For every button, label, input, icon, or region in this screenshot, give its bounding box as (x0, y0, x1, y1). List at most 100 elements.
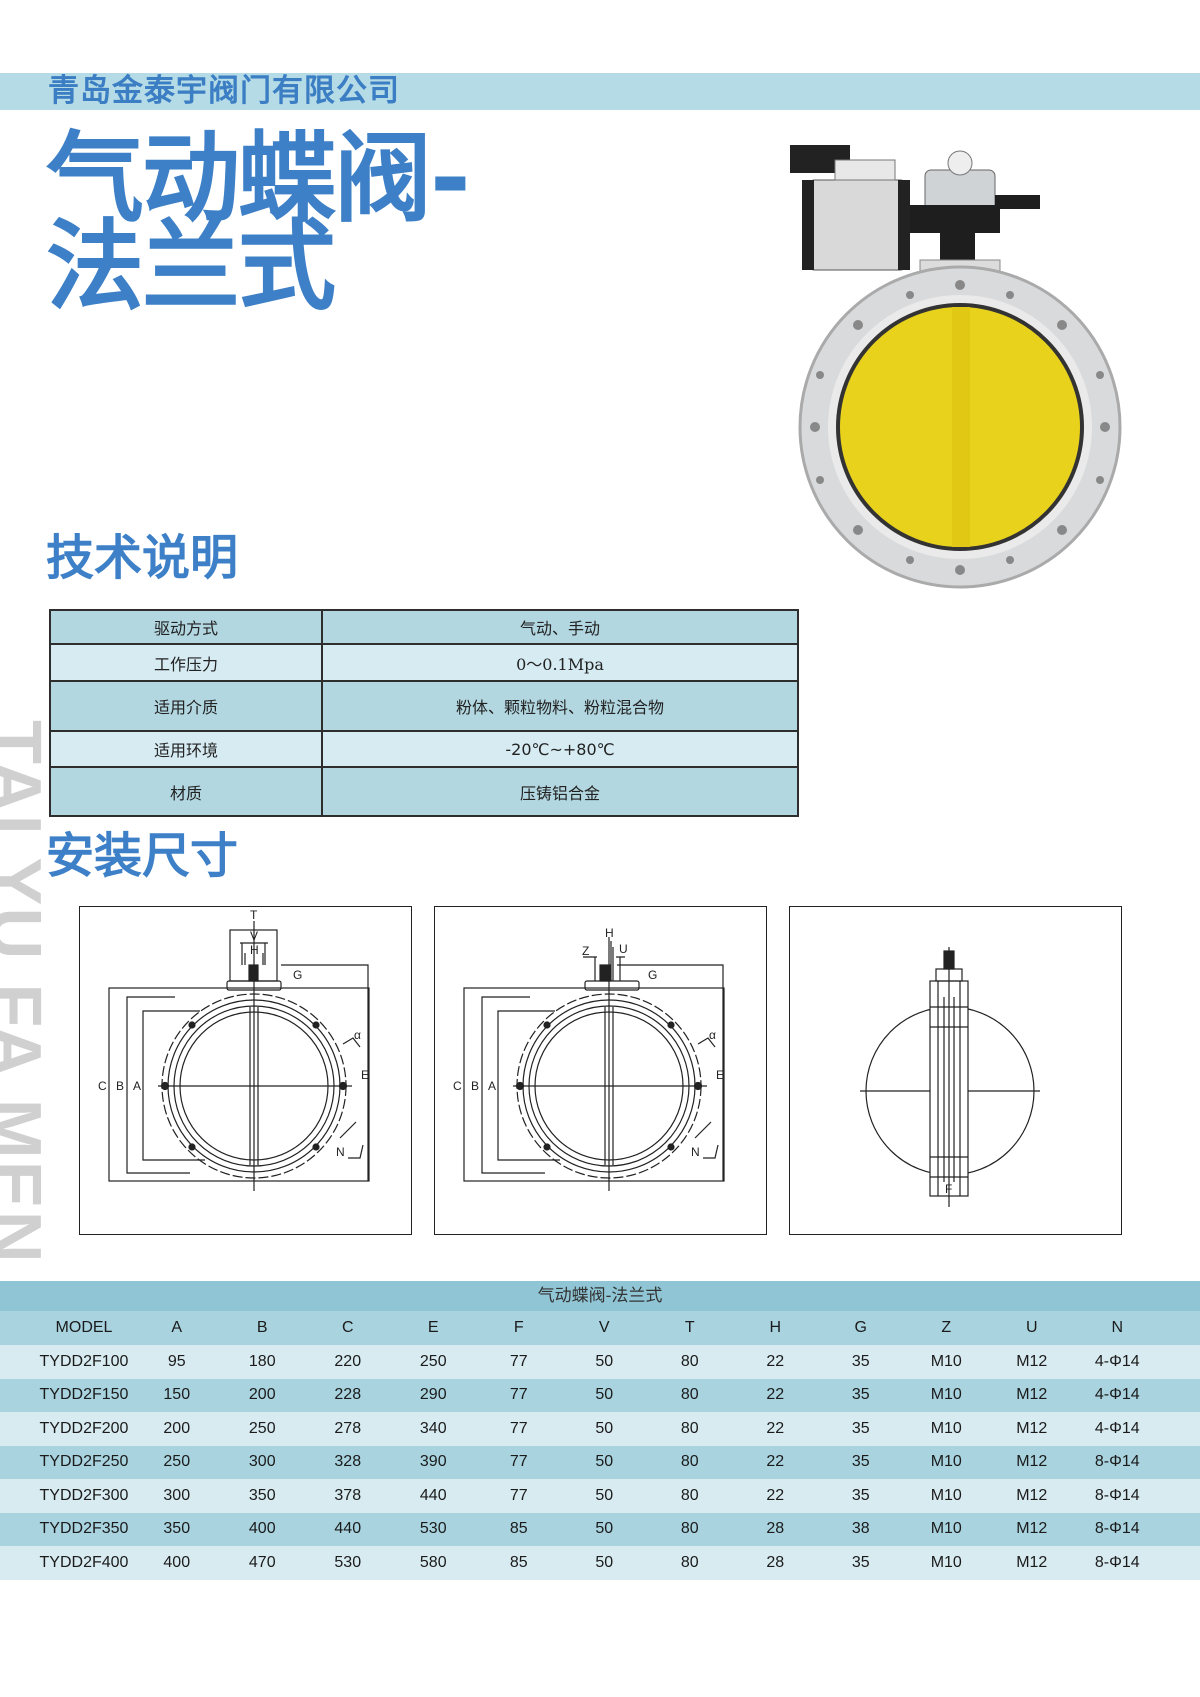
table-cell: 470 (248, 1553, 276, 1571)
dimension-table: 气动蝶阀-法兰式 MODEL A B C E F V T H G Z U N TYDD2F100 95 18… (0, 1281, 1200, 1580)
column-header-model: MODEL (55, 1319, 113, 1336)
column-header-h: H (769, 1319, 782, 1336)
table-cell: 328 (334, 1453, 362, 1471)
table-cell: 530 (334, 1553, 362, 1571)
table-cell: M10 (930, 1352, 962, 1370)
dim-label-b: B (116, 1079, 124, 1093)
table-cell: 530 (419, 1520, 447, 1538)
table-cell: 35 (851, 1386, 870, 1404)
table-cell: 250 (248, 1419, 276, 1437)
spec-value: 压铸铝合金 (321, 766, 799, 817)
column-header-g: G (854, 1319, 867, 1336)
table-cell: 4-Φ14 (1094, 1352, 1140, 1370)
table-cell: TYDD2F150 (39, 1386, 129, 1404)
tech-section-heading: 技术说明 (46, 530, 239, 586)
spec-row: 适用环境 -20℃~+80℃ (49, 730, 799, 768)
table-cell: M10 (930, 1520, 962, 1538)
table-cell: 80 (680, 1386, 699, 1404)
dimension-table-header: MODEL A B C E F V T H G Z U N (0, 1311, 1200, 1345)
table-cell: M10 (930, 1553, 962, 1571)
dim-label-v: V (250, 929, 258, 943)
column-header-n: N (1111, 1319, 1124, 1336)
table-cell: 250 (419, 1352, 447, 1370)
spec-row: 工作压力 0～0.1Mpa (49, 643, 799, 682)
valve-product-photo (790, 145, 1122, 589)
table-cell: 290 (419, 1386, 447, 1404)
watermark-text: TAI YU FA MEN (0, 720, 55, 1265)
table-cell: 77 (509, 1453, 528, 1471)
dim-label-alpha: α (354, 1028, 361, 1042)
table-cell: 300 (248, 1453, 276, 1471)
spec-label: 驱动方式 (49, 609, 323, 645)
dim-label-c: C (98, 1079, 107, 1093)
dim-label-z: Z (582, 944, 589, 958)
table-cell: 77 (509, 1419, 528, 1437)
dim-label-n: N (336, 1145, 345, 1159)
company-name: 青岛金泰宇阀门有限公司 (48, 73, 400, 109)
column-header-b: B (256, 1319, 268, 1336)
table-cell: 85 (509, 1520, 528, 1538)
spec-row: 驱动方式 气动、手动 (49, 609, 799, 645)
table-cell: 38 (851, 1520, 870, 1538)
column-header-t: T (684, 1319, 695, 1336)
table-row: TYDD2F100 95 180 220 250 77 50 80 22 35 M10 M12 4-Φ1… (0, 1345, 1200, 1379)
table-cell: 150 (163, 1386, 191, 1404)
spec-value: -20℃~+80℃ (321, 730, 799, 768)
table-row: TYDD2F400 400 470 530 580 85 50 80 28 35 M10 M12 8-Φ… (0, 1546, 1200, 1580)
dim-label-n: N (691, 1145, 700, 1159)
table-cell: M10 (930, 1453, 962, 1471)
table-cell: 278 (334, 1419, 362, 1437)
table-cell: 180 (248, 1352, 276, 1370)
table-cell: 8-Φ14 (1094, 1453, 1140, 1471)
table-cell: 350 (163, 1520, 191, 1538)
drawing-front-view-1: T V H G C B A E α N (79, 906, 412, 1235)
table-cell: TYDD2F300 (39, 1486, 129, 1504)
table-cell: 8-Φ14 (1094, 1520, 1140, 1538)
table-cell: 35 (851, 1352, 870, 1370)
install-section-heading: 安装尺寸 (46, 828, 239, 884)
table-cell: 77 (509, 1486, 528, 1504)
spec-label: 适用环境 (49, 730, 323, 768)
spec-value: 粉体、颗粒物料、粉粒混合物 (321, 680, 799, 732)
table-cell: 8-Φ14 (1094, 1553, 1140, 1571)
dim-label-u: U (619, 942, 628, 956)
table-cell: 440 (419, 1486, 447, 1504)
table-cell: 50 (595, 1453, 614, 1471)
table-cell: 80 (680, 1419, 699, 1437)
table-cell: 200 (163, 1419, 191, 1437)
table-cell: 22 (766, 1386, 785, 1404)
table-cell: 50 (595, 1520, 614, 1538)
table-cell: 80 (680, 1520, 699, 1538)
dim-label-e: E (361, 1068, 369, 1082)
dim-label-e: E (716, 1068, 724, 1082)
table-cell: 50 (595, 1386, 614, 1404)
table-cell: 22 (766, 1419, 785, 1437)
table-row: TYDD2F300 300 350 378 440 77 50 80 22 35 M10 M12 8-Φ… (0, 1479, 1200, 1513)
table-cell: M12 (1016, 1352, 1048, 1370)
table-cell: 22 (766, 1352, 785, 1370)
table-row: TYDD2F200 200 250 278 340 77 50 80 22 35 M10 M12 4-Φ… (0, 1412, 1200, 1446)
spec-value: 气动、手动 (321, 609, 799, 645)
table-cell: 28 (766, 1520, 785, 1538)
column-header-e: E (427, 1319, 439, 1336)
table-cell: 300 (163, 1486, 191, 1504)
table-cell: 400 (248, 1520, 276, 1538)
table-cell: 50 (595, 1486, 614, 1504)
dim-label-a: A (133, 1079, 141, 1093)
table-cell: TYDD2F250 (39, 1453, 129, 1471)
dim-label-g: G (293, 968, 302, 982)
spec-row: 适用介质 粉体、颗粒物料、粉粒混合物 (49, 680, 799, 732)
tech-spec-table: 驱动方式 气动、手动 工作压力 0～0.1Mpa 适用介质 粉体、颗粒物料、粉粒混合物… (49, 609, 799, 817)
dim-label-b: B (471, 1079, 479, 1093)
table-cell: M10 (930, 1386, 962, 1404)
table-cell: 80 (680, 1453, 699, 1471)
spec-row: 材质 压铸铝合金 (49, 766, 799, 817)
table-cell: 200 (248, 1386, 276, 1404)
dim-label-c: C (453, 1079, 462, 1093)
table-cell: 80 (680, 1486, 699, 1504)
table-cell: 228 (334, 1386, 362, 1404)
header-bar (0, 73, 1200, 110)
column-header-u: U (1025, 1319, 1038, 1336)
table-cell: 50 (595, 1352, 614, 1370)
product-title-line2: 法兰式 (46, 210, 336, 324)
